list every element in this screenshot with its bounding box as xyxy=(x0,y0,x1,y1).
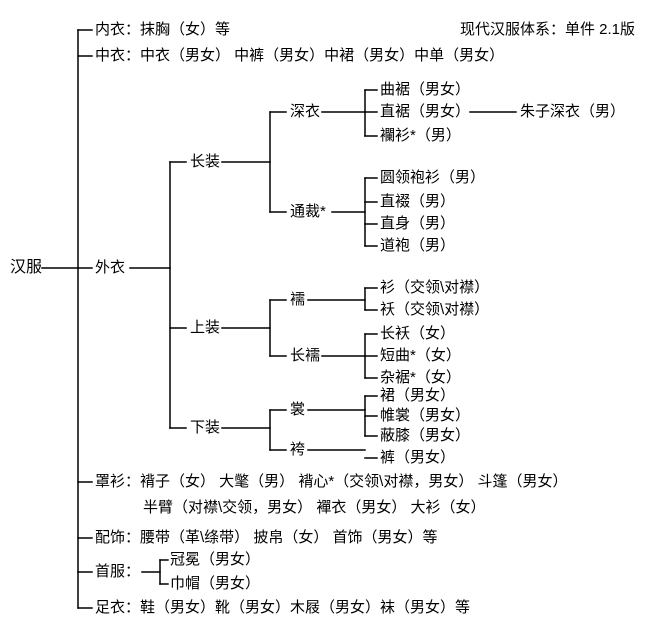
leaf-shenyi-0: 曲裾（男女） xyxy=(380,80,470,98)
leaf-ku-0: 裤（男女） xyxy=(380,448,455,466)
leaf-changru-2: 杂裾*（女） xyxy=(380,368,461,386)
root-label: 汉服 xyxy=(10,258,42,276)
leaf-ru-0: 衫（交领\对襟） xyxy=(380,278,489,296)
shoufu-item-1: 冠冕（男女） xyxy=(170,550,260,568)
lvl2-shangzhuang: 上装 xyxy=(190,319,220,336)
leaf-shenyi-1: 直裾（男女） xyxy=(380,102,470,120)
hanfu-tree-diagram: 现代汉服体系：单件 2.1版汉服 内衣：抹胸（女）等中衣：中衣（男女） 中裤（男女… xyxy=(0,0,666,624)
lvl2-changzhuang: 长装 xyxy=(190,153,220,170)
leaf-changru-1: 短曲*（女） xyxy=(380,346,461,364)
leaf-chang-1: 帷裳（男女） xyxy=(380,406,470,424)
cat-zhongyi: 中衣：中衣（男女） 中裤（男女）中裙（男女）中单（男女） xyxy=(95,46,504,64)
lvl3-tongcai: 通裁* xyxy=(290,203,326,220)
cat-neiyi: 内衣：抹胸（女）等 xyxy=(95,20,230,38)
leaf-shenyi-1-extra: 朱子深衣（男） xyxy=(520,103,625,120)
cat-zuyi: 足衣：鞋（男女）靴（男女）木屐（男女）袜（男女）等 xyxy=(95,598,470,616)
cat-waiyi: 外衣 xyxy=(95,259,125,276)
leaf-tongcai-1: 直裰（男） xyxy=(380,193,455,210)
lvl3-ru: 襦 xyxy=(290,291,305,308)
cat-peishi: 配饰：腰带（革\绦带） 披帛（女） 首饰（男女）等 xyxy=(95,528,438,546)
shoufu-item-2: 巾帽（男女） xyxy=(170,574,260,592)
leaf-chang-0: 裙（男女） xyxy=(380,386,455,404)
lvl3-chang: 裳 xyxy=(290,401,305,418)
leaf-shenyi-2: 襴衫*（男） xyxy=(380,127,461,144)
leaf-tongcai-0: 圆领袍衫（男） xyxy=(380,169,485,186)
leaf-tongcai-2: 直身（男） xyxy=(380,215,455,232)
lvl3-ku: 袴 xyxy=(290,441,305,458)
lvl3-changru: 长襦 xyxy=(290,347,320,364)
cat-zhaoshan-2: 半臂（对襟\交领，男女） 襌衣（男女） 大衫（女） xyxy=(143,498,486,516)
cat-zhaoshan-1: 罩衫：褙子（女） 大氅（男） 褙心*（交领\对襟，男女） 斗篷（男女） xyxy=(95,472,568,490)
diagram-title: 现代汉服体系：单件 2.1版 xyxy=(460,21,635,38)
leaf-ru-1: 袄（交领\对襟） xyxy=(380,300,489,318)
cat-shoufu: 首服： xyxy=(95,563,140,580)
leaf-tongcai-3: 道袍（男） xyxy=(380,237,455,254)
leaf-chang-2: 蔽膝（男女） xyxy=(380,426,470,444)
lvl3-shenyi: 深衣 xyxy=(290,103,320,120)
leaf-changru-0: 长袄（女） xyxy=(380,324,455,342)
lvl2-xiazhuang: 下装 xyxy=(190,419,220,436)
